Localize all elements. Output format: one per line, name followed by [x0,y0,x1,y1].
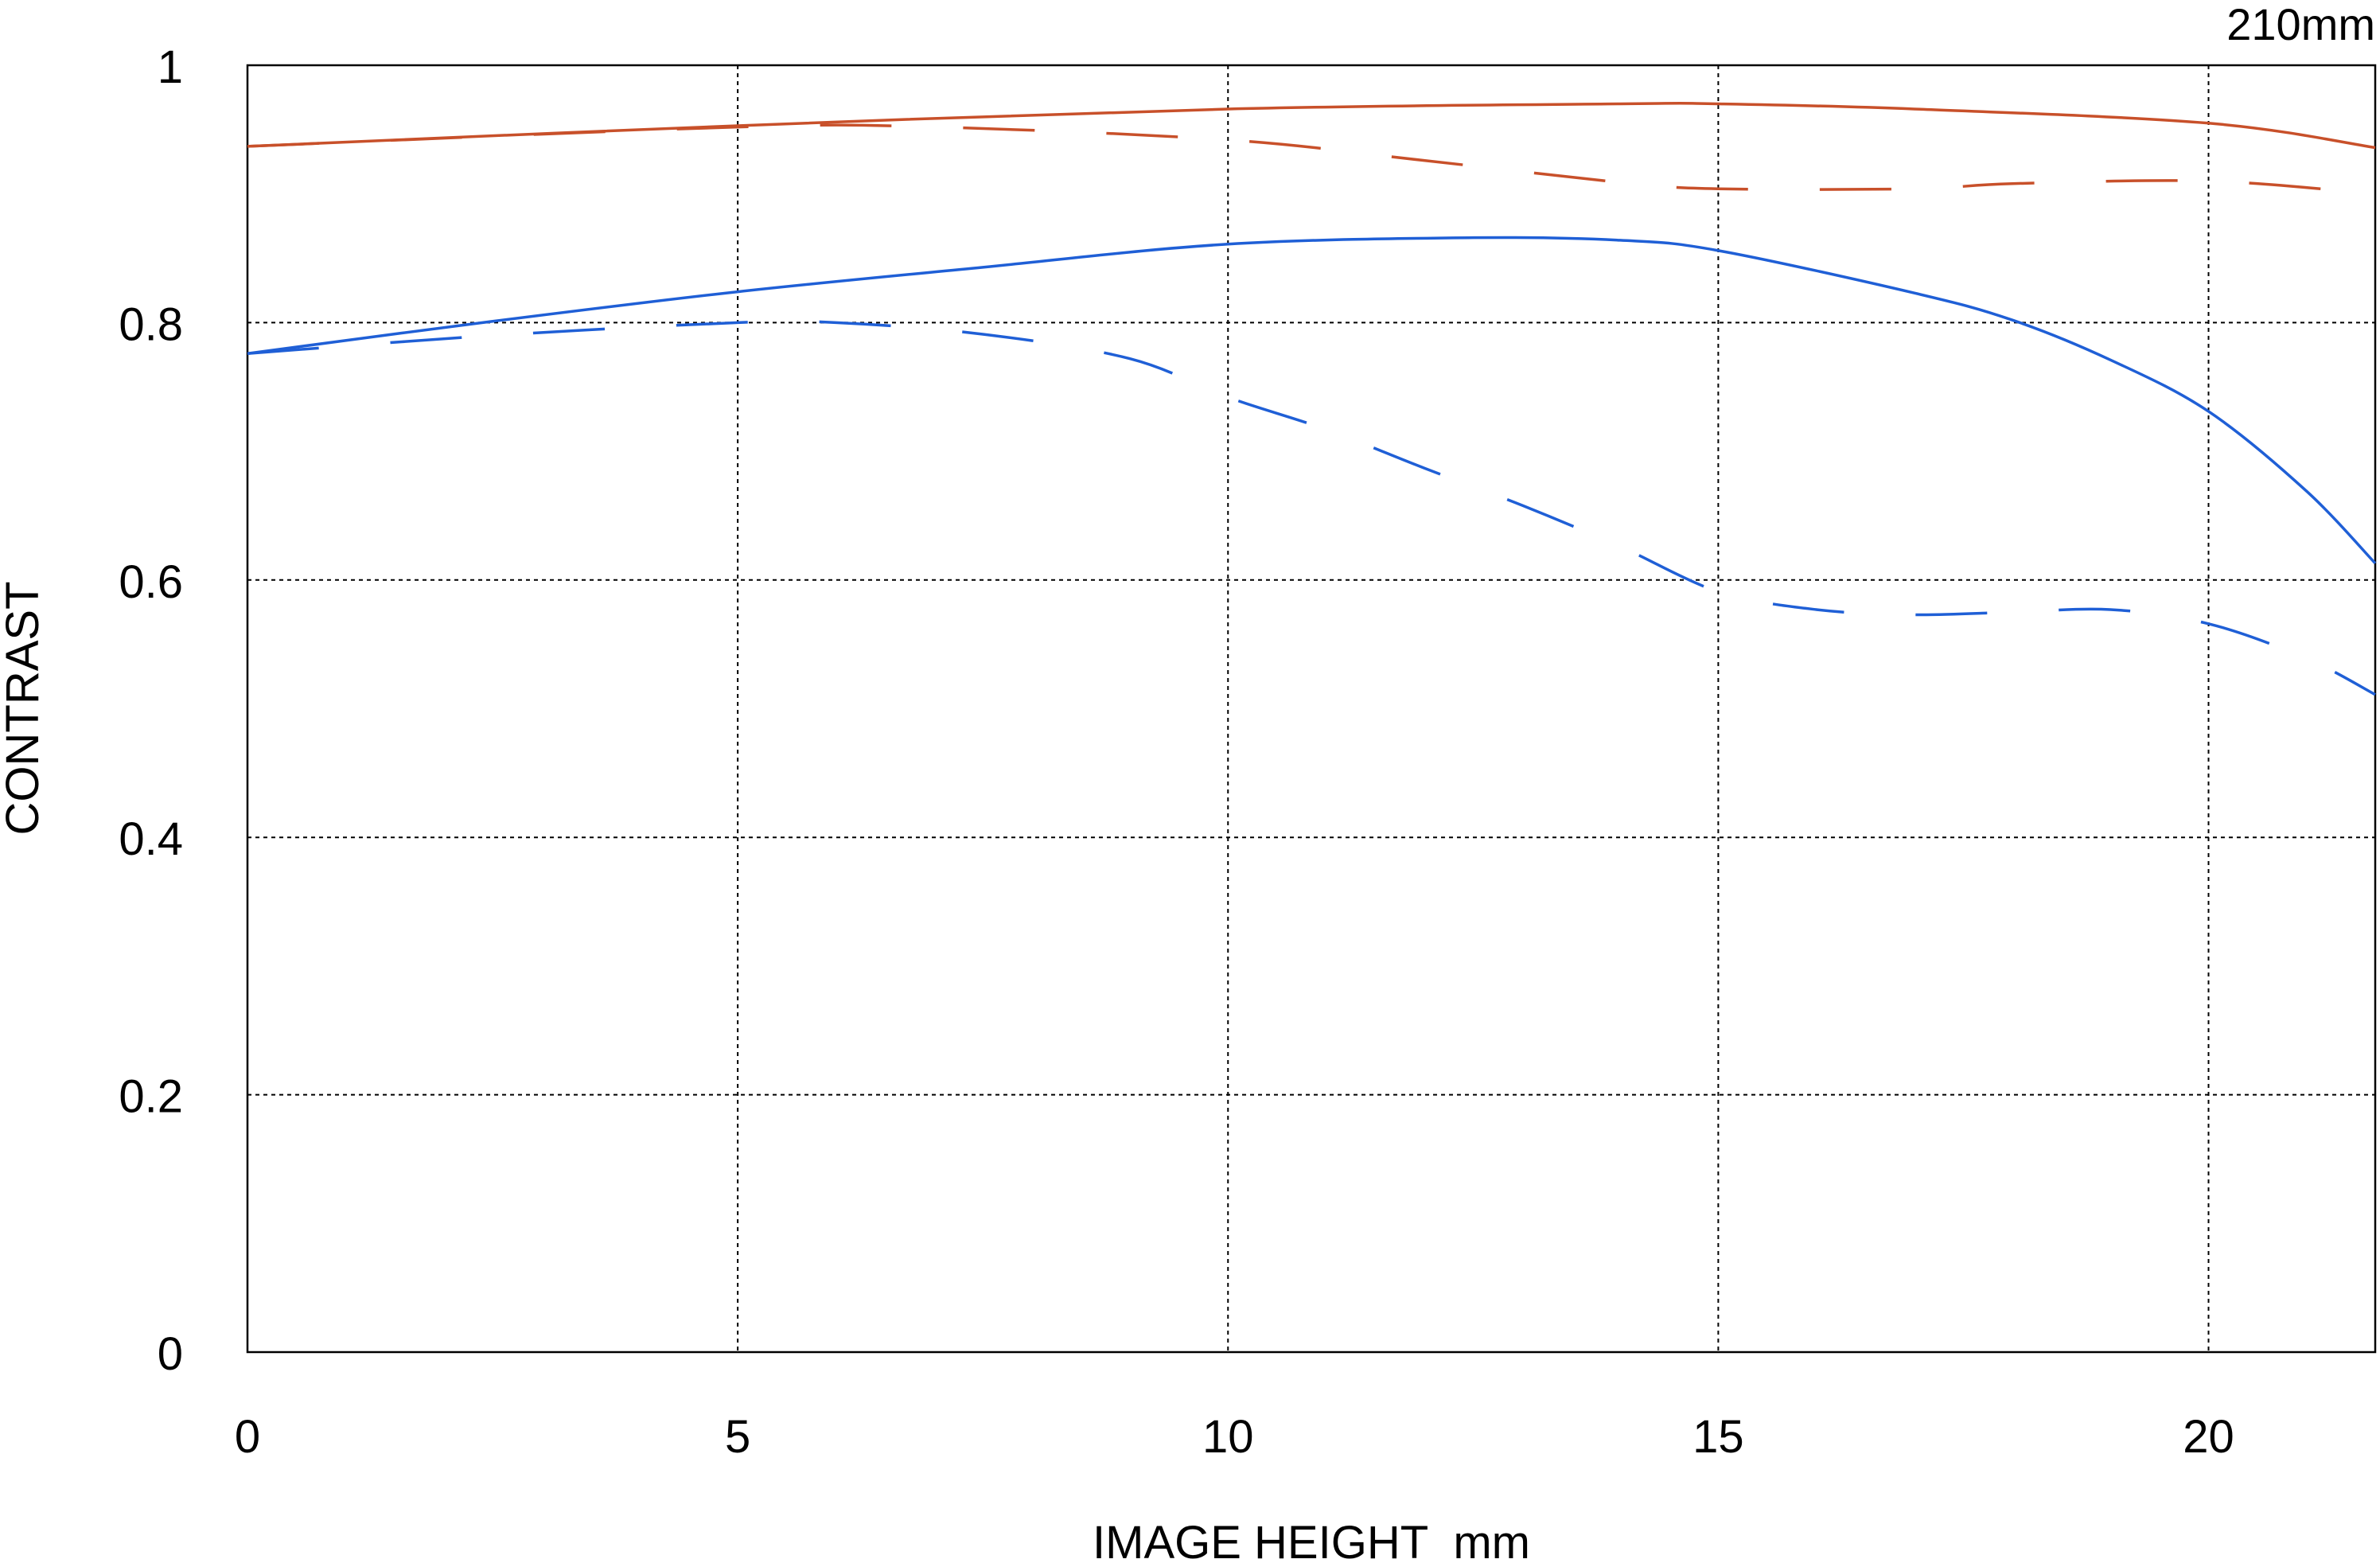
series-line-3-solid [247,236,2377,564]
x-tick-label: 5 [725,1411,750,1463]
chart-title: 210mm [2226,0,2375,49]
x-axis-label: IMAGE HEIGHT mm [1093,1517,1530,1563]
y-tick-label: 0.4 [119,813,183,865]
y-axis-label: CONTRAST [0,582,49,836]
series-line-1-solid [247,101,2376,150]
grid [247,65,2375,1352]
y-tick-label: 0.6 [119,556,183,608]
tick-labels: 00.20.40.60.810 5 10 15 20 [119,41,2234,1463]
x-tick-label: 15 [1692,1411,1744,1463]
y-tick-label: 0 [158,1328,183,1380]
series-line-2-dashed [247,123,2376,196]
x-tick-label: 20 [2183,1411,2234,1463]
plot-frame [246,64,2377,1354]
y-tick-label: 0.2 [119,1071,183,1123]
x-tick-label: 0 [235,1411,260,1463]
y-tick-label: 0.8 [119,298,183,350]
series-line-4-dashed [247,319,2376,696]
x-tick-label: 10 [1202,1411,1254,1463]
y-tick-label: 1 [158,41,183,93]
series-group [247,101,2377,696]
